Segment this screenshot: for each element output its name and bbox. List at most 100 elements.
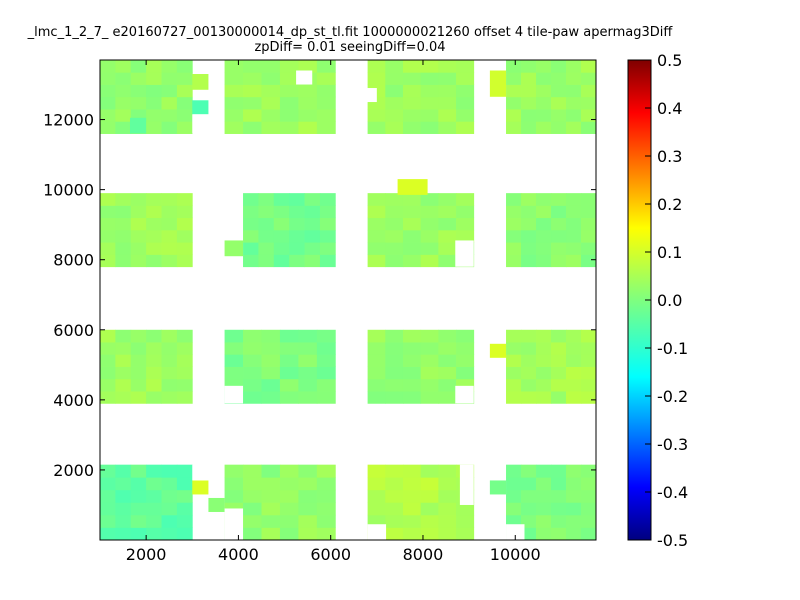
heatmap-cell	[438, 109, 457, 122]
heatmap-cell	[521, 502, 537, 516]
heatmap-cell	[506, 378, 522, 392]
heatmap-cell	[367, 72, 386, 85]
heatmap-cell	[298, 464, 318, 478]
heatmap-cell	[319, 217, 336, 231]
heatmap-cell	[506, 109, 522, 122]
heatmap-cell	[402, 378, 422, 392]
heatmap-cell	[258, 217, 275, 231]
heatmap-outlier-cell	[489, 343, 507, 358]
heatmap-cell	[536, 342, 552, 355]
heatmap-cell	[176, 72, 193, 85]
heatmap-cell	[115, 354, 132, 367]
heatmap-cell	[367, 60, 386, 73]
heatmap-cell	[402, 205, 422, 219]
heatmap-cell	[506, 193, 522, 206]
heatmap-cell	[566, 84, 582, 98]
heatmap-cell	[316, 72, 336, 85]
heatmap-outlier-cell	[192, 480, 209, 495]
heatmap-cell	[521, 477, 537, 491]
heatmap-cell	[298, 391, 318, 404]
heatmap-cell	[420, 489, 439, 503]
heatmap-cell	[420, 514, 439, 528]
heatmap-cell	[581, 193, 597, 206]
heatmap-cell	[261, 121, 281, 134]
heatmap-cell	[521, 205, 537, 219]
heatmap-cell	[161, 354, 178, 367]
heatmap-cell	[176, 378, 193, 392]
heatmap-cell	[536, 527, 552, 541]
heatmap-outlier-cell	[397, 179, 428, 195]
heatmap-cell	[551, 229, 567, 243]
heatmap-cell	[438, 391, 457, 404]
heatmap-cell	[130, 254, 147, 268]
heatmap-cell	[536, 193, 552, 206]
heatmap-cell	[176, 391, 193, 404]
heatmap-cell	[536, 378, 552, 392]
heatmap-cell	[319, 205, 336, 219]
heatmap-cell	[243, 84, 262, 98]
colorbar-axis: 0.5 0.4 0.3 0.2 0.1 0.0 -0.1 -0.2 -0.3 -0.4 -0.5	[645, 51, 688, 550]
heatmap-cell	[176, 229, 193, 243]
heatmap-cell	[316, 378, 336, 392]
heatmap-cell	[551, 378, 567, 392]
colorbar-tick-label: -0.1	[657, 339, 688, 358]
heatmap-cell	[438, 502, 457, 516]
heatmap-cell	[438, 84, 457, 98]
heatmap-cell	[506, 489, 522, 503]
heatmap-cell	[161, 72, 178, 85]
heatmap-cell	[316, 477, 336, 491]
heatmap-cell	[536, 72, 552, 85]
heatmap-cell	[115, 329, 132, 343]
heatmap-cell	[279, 109, 299, 122]
heatmap-cell	[176, 329, 193, 343]
heatmap-cell	[521, 121, 537, 134]
heatmap-cell	[536, 464, 552, 478]
heatmap-cell	[566, 342, 582, 355]
colorbar-tick-label: 0.1	[657, 243, 682, 262]
heatmap-cell	[130, 354, 147, 367]
heatmap-cell	[224, 109, 244, 122]
heatmap-cell	[521, 489, 537, 503]
heatmap-cell	[261, 366, 281, 380]
heatmap-cell	[367, 502, 386, 516]
heatmap-cell	[176, 354, 193, 367]
heatmap-cell	[402, 84, 422, 98]
heatmap-cell	[581, 229, 597, 243]
heatmap-cell	[261, 60, 281, 73]
heatmap-cell	[161, 254, 178, 268]
heatmap-cell	[438, 254, 457, 268]
heatmap-cell	[273, 242, 290, 255]
heatmap-cell	[176, 502, 193, 516]
heatmap-cell	[161, 96, 178, 110]
heatmap-cell	[243, 527, 262, 541]
heatmap-cell	[130, 193, 147, 206]
heatmap-cell	[438, 72, 457, 85]
heatmap-cell	[566, 205, 582, 219]
heatmap-cell	[456, 354, 475, 367]
heatmap-cell	[536, 217, 552, 231]
y-tick-label: 6000	[53, 321, 94, 340]
heatmap-cell	[506, 354, 522, 367]
heatmap-cell	[130, 391, 147, 404]
heatmap-cell	[130, 489, 147, 503]
heatmap-cell	[521, 329, 537, 343]
heatmap-cell	[536, 329, 552, 343]
heatmap-cell	[146, 72, 162, 85]
heatmap-cell	[521, 60, 537, 73]
heatmap-cell	[224, 354, 244, 367]
heatmap-cell	[367, 354, 386, 367]
heatmap-cell	[581, 329, 597, 343]
heatmap-cell	[420, 254, 439, 268]
heatmap-cell	[289, 217, 305, 231]
colorbar-tick-label: -0.2	[657, 387, 688, 406]
heatmap-cell	[279, 378, 299, 392]
heatmap-cell	[506, 342, 522, 355]
heatmap-cell	[506, 254, 522, 268]
heatmap-cell	[289, 242, 305, 255]
chart-subtitle: zpDiff= 0.01 seeingDiff=0.04	[254, 40, 446, 55]
heatmap-cell	[551, 329, 567, 343]
heatmap-cell	[367, 464, 386, 478]
heatmap-cell	[146, 329, 162, 343]
heatmap-cell	[367, 229, 386, 243]
